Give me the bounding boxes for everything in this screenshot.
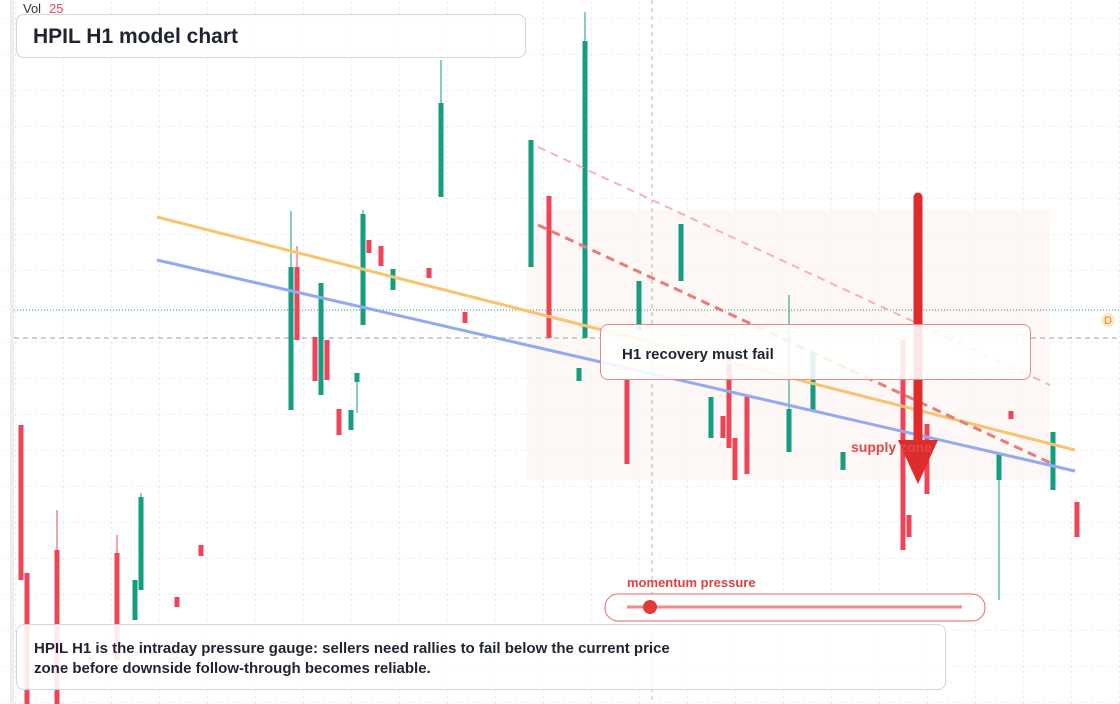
candle-body: [1050, 432, 1056, 490]
channel-line: [537, 223, 1056, 467]
marker-badge: [1101, 313, 1115, 327]
candle-body: [324, 340, 330, 380]
candle-body: [636, 281, 642, 330]
candle-body: [906, 515, 912, 537]
description-box: HPIL H1 is the intraday pressure gauge: …: [16, 624, 946, 690]
candle-body: [390, 269, 396, 290]
candle-body: [786, 409, 792, 452]
marker-text: D: [1104, 315, 1112, 327]
candle-body: [132, 580, 138, 620]
candle-body: [378, 246, 384, 266]
candle-body: [996, 454, 1002, 480]
description-text: HPIL H1 is the intraday pressure gauge: …: [34, 640, 670, 677]
candle-body: [426, 268, 432, 278]
candle-body: [336, 409, 342, 435]
supply-label: supply zone: [851, 439, 932, 455]
chart-title: HPIL H1 model chart: [33, 25, 238, 48]
candle-body: [318, 283, 324, 395]
candle-body: [354, 373, 360, 382]
candle-body: [576, 368, 582, 381]
candle-body: [114, 553, 120, 660]
candle-body: [582, 41, 588, 338]
candle-body: [1074, 502, 1080, 537]
candle-body: [810, 353, 816, 410]
volume-label: Vol: [23, 1, 41, 16]
candle-body: [138, 497, 144, 590]
candle-body: [288, 267, 294, 410]
candle-body: [18, 425, 24, 580]
callout-text: H1 recovery must fail: [622, 346, 774, 363]
candle-body: [366, 240, 372, 253]
candle-body: [348, 410, 354, 430]
candle-body: [438, 103, 444, 197]
candle-body: [678, 224, 684, 281]
candle-body: [462, 312, 468, 323]
candle-body: [312, 337, 318, 381]
candle-body: [198, 545, 204, 556]
candle-body: [744, 395, 750, 474]
candle-body: [720, 416, 726, 438]
candle-body: [528, 140, 534, 267]
title-box: HPIL H1 model chart: [16, 14, 526, 58]
candle-body: [726, 357, 732, 448]
arrow-head: [898, 440, 938, 484]
candle-body: [1008, 411, 1014, 419]
channel-line: [537, 146, 1051, 386]
candle-body: [624, 380, 630, 464]
slider-thumb[interactable]: [643, 600, 657, 614]
left-edge: [10, 0, 14, 704]
candle-body: [732, 438, 738, 480]
candle-body: [174, 597, 180, 607]
slider-label: momentum pressure: [627, 575, 756, 590]
candle-body: [546, 196, 552, 338]
candle-body: [294, 267, 300, 340]
candle-body: [840, 452, 846, 470]
volume-value: 25: [49, 1, 63, 16]
candle-body: [708, 397, 714, 438]
callout-box: H1 recovery must fail: [600, 324, 1031, 380]
